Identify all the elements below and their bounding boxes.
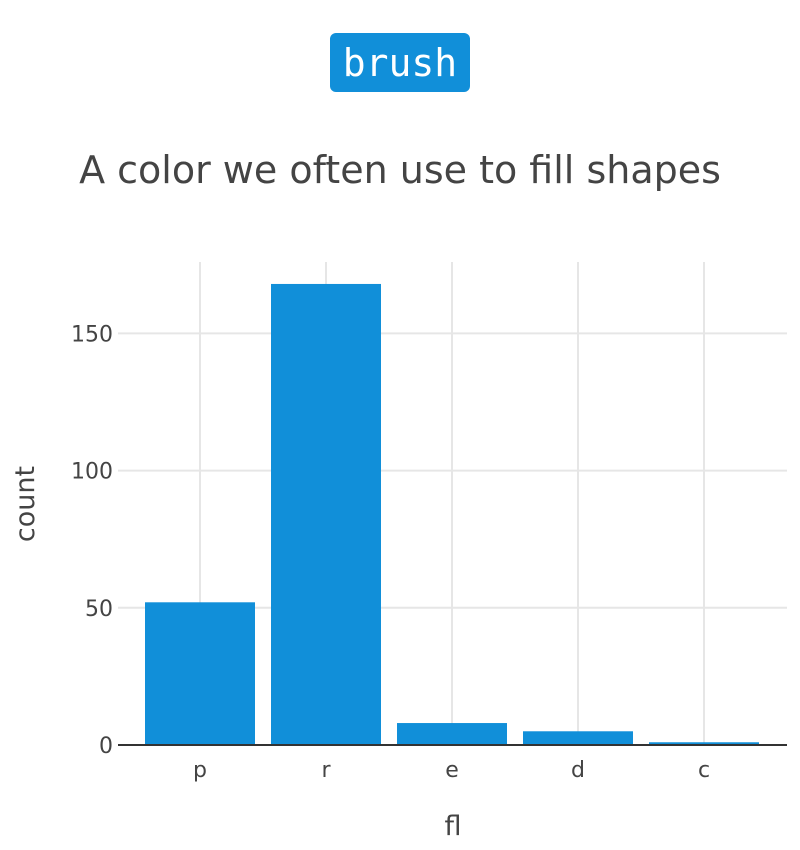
chart-title: A color we often use to fill shapes	[79, 148, 721, 192]
x-axis-label: fl	[444, 811, 461, 842]
x-tick-label-c: c	[698, 758, 710, 783]
y-axis-label: count	[10, 466, 41, 542]
y-tick-labels: 0 50 100 150	[71, 322, 113, 759]
x-tick-label-r: r	[321, 758, 331, 783]
y-tick-label-0: 0	[99, 734, 113, 759]
brush-badge: brush	[330, 33, 470, 92]
y-tick-label-100: 100	[71, 460, 113, 485]
bar-d	[523, 731, 633, 745]
x-tick-label-d: d	[571, 758, 585, 783]
y-tick-label-50: 50	[85, 597, 113, 622]
bar-e	[397, 723, 507, 745]
bar-c	[649, 742, 759, 745]
bar-p	[145, 602, 255, 745]
x-tick-label-e: e	[445, 758, 459, 783]
x-tick-label-p: p	[193, 758, 207, 783]
bar-r	[271, 283, 381, 745]
bars	[145, 283, 759, 745]
y-tick-label-150: 150	[71, 322, 113, 347]
